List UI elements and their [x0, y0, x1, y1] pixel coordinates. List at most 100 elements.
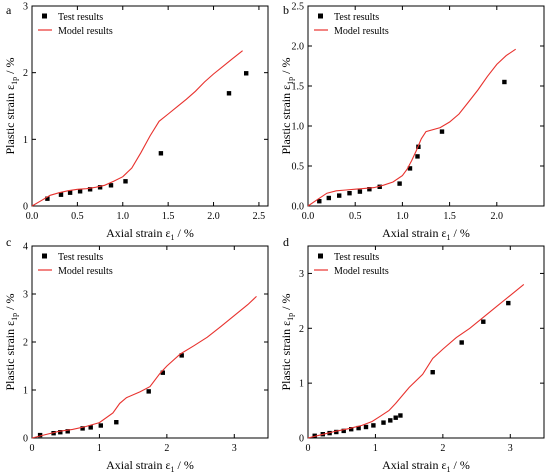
- panel-label: d: [283, 235, 289, 249]
- test-result-point: [37, 432, 43, 438]
- panel-c: c 0 1 2 3 0 1 2 3 4 Axial strain ε1 / % Plastic str…: [3, 235, 269, 474]
- test-result-point: [334, 429, 339, 435]
- panel-label: a: [6, 3, 12, 17]
- y-tick-label: 2: [299, 324, 304, 335]
- legend-test-label: Test results: [334, 252, 379, 263]
- test-result-point: [506, 300, 511, 306]
- test-result-point: [114, 420, 119, 425]
- model-results-line: [31, 295, 257, 439]
- x-axis-label: Axial strain ε1 / %: [106, 458, 194, 474]
- test-result-point: [357, 189, 363, 194]
- x-tick-label: 1: [373, 443, 378, 454]
- legend-test-marker: [318, 253, 323, 259]
- test-result-point: [341, 428, 346, 434]
- x-tick-label: 1: [97, 443, 102, 454]
- y-tick-label: 0.5: [292, 162, 305, 173]
- test-result-point: [77, 189, 83, 194]
- x-tick-label: 0.0: [302, 211, 315, 222]
- test-result-point: [65, 429, 70, 434]
- test-result-point: [439, 129, 445, 134]
- legend: Test results Model results: [38, 252, 113, 277]
- test-result-point: [363, 424, 369, 430]
- y-tick-label: 2: [23, 338, 28, 349]
- panel-a: a 0.0 0.5 1.0 1.5 2.0 2.5 0 1 2 3 Axial strain ε1 /…: [3, 2, 269, 242]
- y-tick-label: 2: [23, 68, 28, 79]
- test-result-point: [179, 353, 184, 358]
- legend: Test results Model results: [314, 12, 389, 37]
- test-result-point: [87, 187, 93, 192]
- x-tick-label: 3: [232, 443, 237, 454]
- x-tick-label: 3: [508, 443, 513, 454]
- test-result-point: [481, 319, 486, 324]
- test-result-point: [356, 425, 361, 431]
- x-tick-label: 0.5: [349, 211, 362, 222]
- y-axis-label: Plastic strain ε1p / %: [3, 57, 19, 154]
- x-tick-label: 0.0: [26, 211, 39, 222]
- plot-frame: [307, 5, 545, 207]
- test-result-point: [45, 196, 50, 201]
- x-axis-label: Axial strain ε1 / %: [382, 458, 470, 474]
- test-result-point: [88, 425, 93, 430]
- test-result-point: [377, 184, 382, 189]
- legend-test-marker: [318, 13, 323, 19]
- y-axis-label: Plastic strain ε1p / %: [279, 57, 295, 154]
- x-axis-label: Axial strain ε1 / %: [106, 226, 194, 242]
- test-result-point: [98, 423, 103, 428]
- x-tick-label: 2: [164, 443, 169, 454]
- y-tick-label: 1.0: [292, 122, 305, 133]
- model-results-line: [307, 48, 517, 207]
- x-axis-label: Axial strain ε1 / %: [382, 226, 470, 242]
- test-result-point: [371, 423, 376, 428]
- test-result-point: [398, 413, 403, 418]
- y-tick-label: 0: [299, 434, 304, 445]
- y-tick-label: 4: [23, 242, 28, 253]
- test-result-point: [317, 199, 322, 204]
- test-result-point: [67, 190, 73, 195]
- x-tick-label: 1.0: [396, 211, 409, 222]
- x-tick-label: 0: [30, 443, 35, 454]
- test-result-point: [407, 166, 413, 171]
- y-tick-label: 0: [23, 202, 28, 213]
- y-tick-label: 0.0: [292, 202, 305, 213]
- model-results-line: [31, 50, 243, 207]
- legend-test-label: Test results: [334, 12, 379, 23]
- x-tick-label: 2: [440, 443, 445, 454]
- test-result-point: [388, 418, 393, 423]
- y-tick-label: 1: [299, 379, 304, 390]
- panel-b: b 0.0 0.5 1.0 1.5 2.0 0.0 0.5 1.0 1.5 2.0 2.5 Axial …: [279, 2, 545, 242]
- test-result-point: [244, 71, 249, 76]
- plot-frame: [307, 245, 545, 439]
- legend-model-label: Model results: [58, 26, 113, 37]
- test-result-point: [58, 430, 63, 435]
- y-tick-label: 3: [23, 2, 28, 13]
- test-result-point: [51, 431, 56, 436]
- test-result-point: [108, 183, 114, 188]
- y-tick-label: 1.5: [292, 82, 305, 93]
- test-result-point: [502, 79, 507, 85]
- test-result-point: [381, 420, 386, 425]
- x-tick-label: 0: [306, 443, 311, 454]
- y-tick-label: 2.5: [292, 2, 305, 13]
- test-result-point: [158, 151, 164, 156]
- y-axis-label: Plastic strain ε1p / %: [279, 293, 295, 390]
- y-tick-label: 3: [23, 290, 28, 301]
- test-result-point: [97, 185, 103, 190]
- test-result-point: [337, 193, 342, 198]
- legend: Test results Model results: [314, 252, 389, 277]
- legend: Test results Model results: [38, 12, 113, 37]
- y-tick-label: 1: [23, 135, 28, 146]
- test-result-point: [393, 415, 398, 420]
- plot-frame: [31, 5, 269, 207]
- legend-model-label: Model results: [334, 26, 389, 37]
- legend-test-marker: [42, 253, 47, 259]
- test-result-point: [326, 195, 331, 201]
- y-tick-label: 1: [23, 386, 28, 397]
- test-result-point: [160, 370, 165, 375]
- x-tick-label: 1.5: [162, 211, 175, 222]
- test-result-point: [226, 91, 232, 96]
- legend-test-label: Test results: [58, 252, 103, 263]
- y-tick-label: 3: [299, 269, 304, 280]
- test-result-point: [58, 192, 64, 197]
- legend-test-label: Test results: [58, 12, 103, 23]
